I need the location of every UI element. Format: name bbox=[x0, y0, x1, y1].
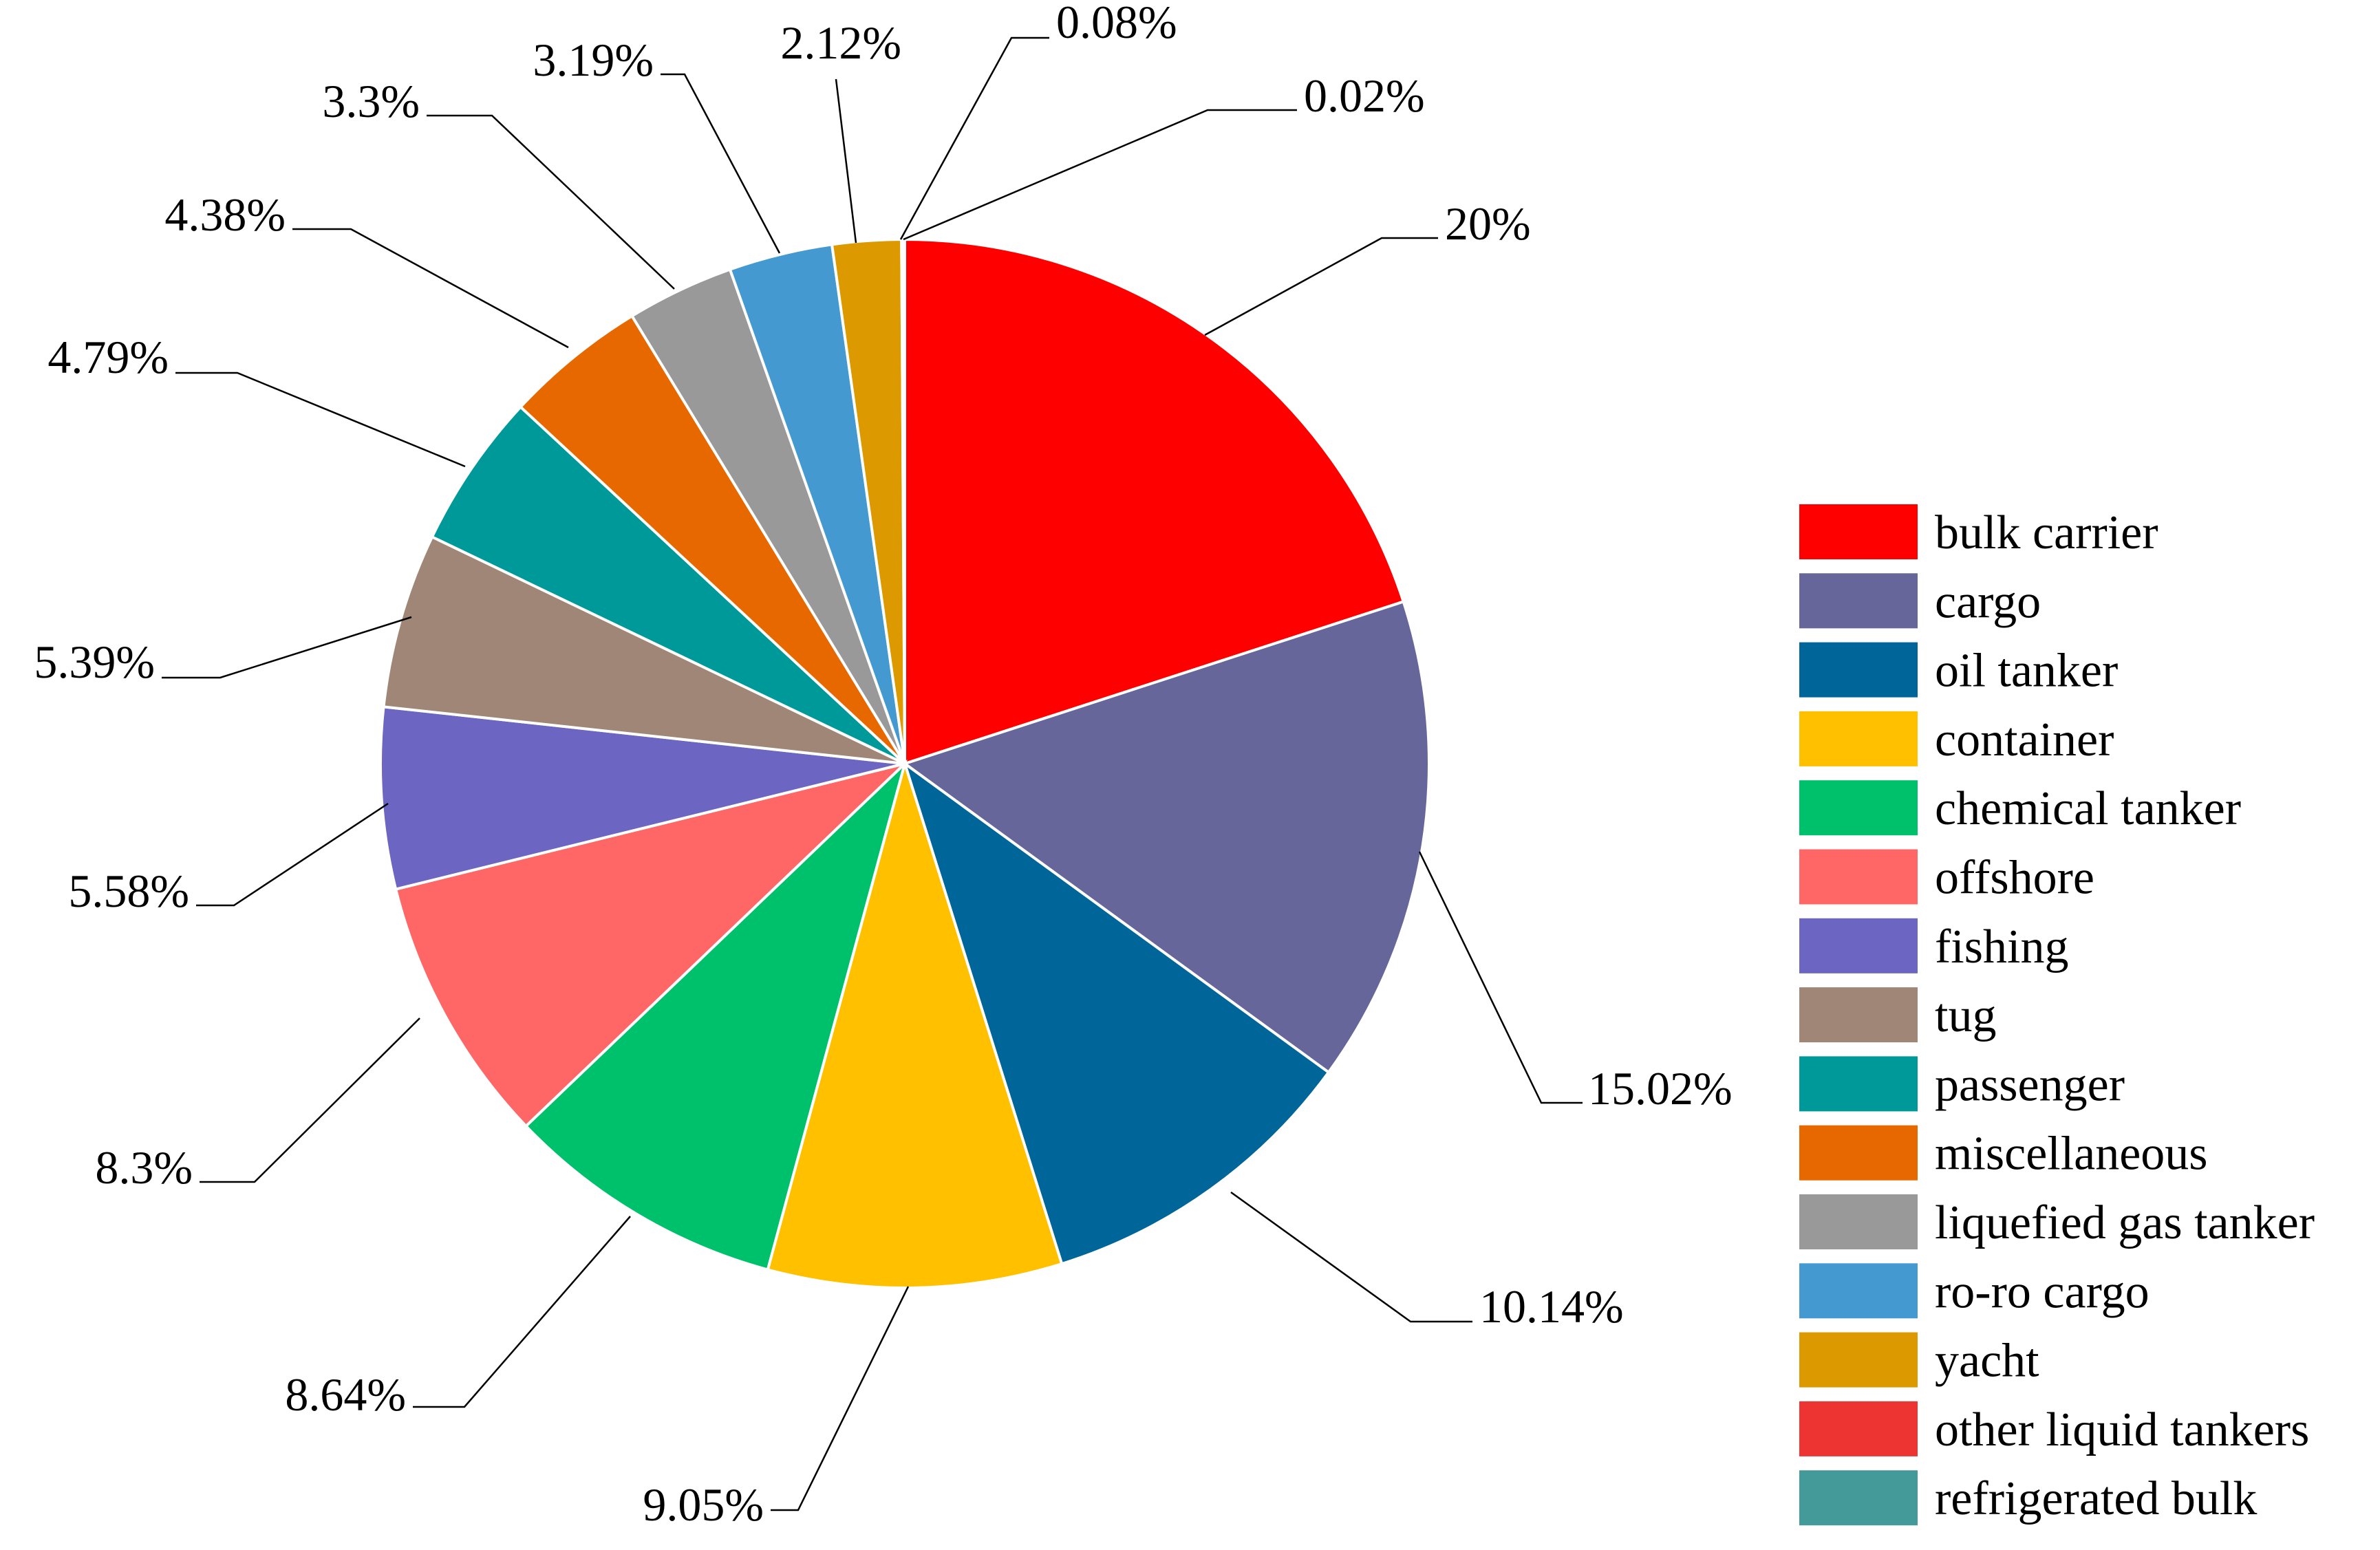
legend-swatch bbox=[1799, 642, 1918, 698]
legend-swatch bbox=[1799, 780, 1918, 836]
legend-swatch bbox=[1799, 987, 1918, 1043]
legend-label: refrigerated bulk bbox=[1935, 1472, 2257, 1525]
legend-swatch bbox=[1799, 1194, 1918, 1249]
pie-slices bbox=[379, 237, 1430, 1289]
leader-line bbox=[1418, 851, 1583, 1104]
legend-swatch bbox=[1799, 504, 1918, 559]
leader-line bbox=[175, 372, 466, 468]
leader-line bbox=[899, 36, 1049, 240]
legend-label: chemical tanker bbox=[1935, 782, 2241, 835]
pie-slice-cargo bbox=[901, 600, 1430, 1075]
data-label: 10.14% bbox=[1479, 1280, 1624, 1333]
leader-line bbox=[1230, 1191, 1472, 1323]
data-label: 0.02% bbox=[1304, 69, 1425, 122]
legend-label: container bbox=[1935, 713, 2114, 766]
pie-slice-offshore bbox=[394, 761, 910, 1128]
legend-label: miscellaneous bbox=[1935, 1128, 2208, 1181]
leader-line bbox=[162, 616, 412, 679]
pie-slice-refrigerated-bulk bbox=[903, 237, 906, 764]
data-label: 0.08% bbox=[1056, 0, 1177, 48]
slice-labels: 20% 15.02% 10.14% 9.05% 8.64% 8.3% 5.58% 5.39% 4… bbox=[34, 0, 1732, 1531]
pie-slice-bulk-carrier bbox=[903, 237, 1406, 766]
legend-swatch bbox=[1799, 573, 1918, 629]
data-label: 5.39% bbox=[34, 636, 155, 688]
data-label: 2.12% bbox=[780, 17, 901, 69]
data-label: 4.38% bbox=[164, 189, 286, 241]
legend-swatch bbox=[1799, 1332, 1918, 1388]
legend-label: cargo bbox=[1935, 575, 2041, 628]
leader-line bbox=[292, 228, 569, 349]
legend-label: oil tanker bbox=[1935, 645, 2118, 698]
data-label: 9.05% bbox=[643, 1478, 764, 1531]
legend-label: passenger bbox=[1935, 1058, 2125, 1111]
leader-line bbox=[661, 73, 781, 254]
legend-label: offshore bbox=[1935, 852, 2094, 905]
legend-label: tug bbox=[1935, 989, 1996, 1042]
pie-slice-chemical-tanker bbox=[524, 759, 908, 1271]
legend-swatch bbox=[1799, 711, 1918, 766]
legend-label: other liquid tankers bbox=[1935, 1403, 2309, 1456]
legend-swatch bbox=[1799, 1125, 1918, 1181]
data-label: 8.3% bbox=[95, 1141, 193, 1194]
legend-swatch bbox=[1799, 849, 1918, 905]
leader-line bbox=[903, 109, 1297, 241]
pie-slice-container bbox=[766, 758, 1064, 1289]
leader-line bbox=[196, 802, 389, 907]
legend-label: ro-ro cargo bbox=[1935, 1265, 2149, 1318]
data-label: 4.79% bbox=[47, 331, 169, 383]
pie-slice-fishing bbox=[379, 705, 905, 891]
pie-slice-miscellaneous bbox=[518, 314, 906, 765]
legend-label: liquefied gas tanker bbox=[1935, 1196, 2315, 1249]
leader-line bbox=[771, 1286, 910, 1511]
legend-label: fishing bbox=[1935, 921, 2068, 973]
data-label: 20% bbox=[1445, 197, 1531, 250]
legend-swatch bbox=[1799, 918, 1918, 973]
leader-line bbox=[427, 114, 675, 290]
data-label: 5.58% bbox=[68, 865, 189, 917]
pie-slice-oil-tanker bbox=[902, 760, 1331, 1266]
legend-label: yacht bbox=[1935, 1335, 2039, 1388]
legend-swatch bbox=[1799, 1401, 1918, 1456]
leader-line bbox=[413, 1216, 631, 1408]
leader-lines bbox=[162, 36, 1583, 1511]
legend-swatch bbox=[1799, 1056, 1918, 1112]
data-label: 8.64% bbox=[285, 1368, 406, 1421]
data-label: 3.19% bbox=[533, 34, 654, 86]
legend-label: bulk carrier bbox=[1935, 506, 2158, 559]
legend-swatch bbox=[1799, 1263, 1918, 1319]
legend-swatch bbox=[1799, 1470, 1918, 1526]
data-label: 3.3% bbox=[322, 75, 420, 127]
leader-line bbox=[835, 78, 857, 244]
leader-line bbox=[1204, 237, 1438, 336]
leader-line bbox=[200, 1018, 420, 1183]
pie-slice-passenger bbox=[430, 405, 906, 765]
data-label: 15.02% bbox=[1588, 1062, 1733, 1115]
legend: bulk carrier cargo oil tanker container chem… bbox=[1799, 504, 2315, 1526]
